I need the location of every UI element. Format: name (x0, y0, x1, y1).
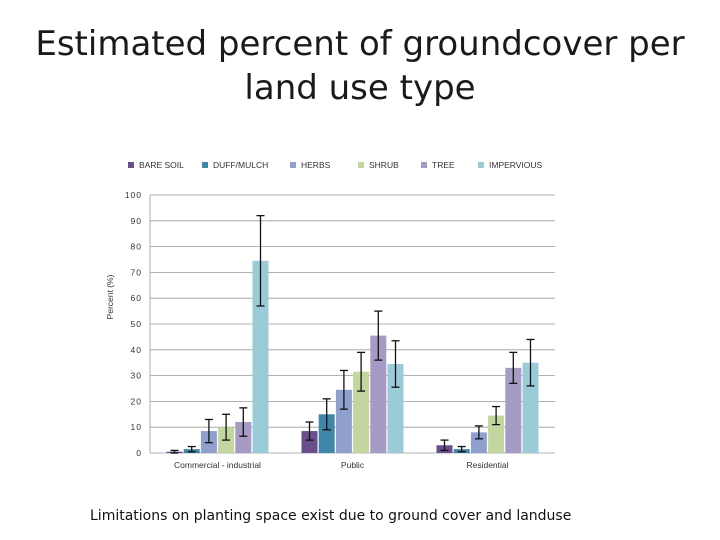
bar (370, 335, 387, 453)
y-tick-label: 0 (136, 448, 142, 458)
bar (470, 432, 487, 453)
legend-label: IMPERVIOUS (489, 160, 543, 170)
slide-title-line-1: Estimated percent of groundcover per (35, 24, 685, 64)
bar (387, 363, 404, 453)
bar (353, 371, 370, 453)
legend-label: TREE (432, 160, 455, 170)
y-tick-label: 50 (131, 319, 142, 329)
slide-caption: Limitations on planting space exist due … (90, 508, 572, 524)
y-tick-label: 40 (131, 345, 142, 355)
y-tick-label: 60 (131, 293, 142, 303)
legend-item: SHRUB (358, 160, 399, 170)
x-tick-label: Public (341, 460, 365, 470)
y-tick-label: 80 (131, 242, 142, 252)
bar (235, 422, 252, 453)
y-tick-label: 70 (131, 267, 142, 277)
y-tick-label: 20 (131, 396, 142, 406)
x-tick-label: Commercial - industrial (174, 460, 261, 470)
y-tick-label: 90 (131, 216, 142, 226)
y-tick-label: 10 (131, 422, 142, 432)
legend-swatch (421, 162, 427, 168)
chart-legend: BARE SOIL DUFF/MULCH HERBS SHRUB TREE IMPERVI… (128, 160, 558, 176)
bar (335, 389, 352, 453)
bar (252, 260, 269, 453)
y-tick-label: 100 (125, 190, 142, 200)
x-tick-label: Residential (466, 460, 508, 470)
slide-title: Estimated percent of groundcover per lan… (20, 22, 700, 110)
legend-swatch (128, 162, 134, 168)
legend-label: BARE SOIL (139, 160, 184, 170)
legend-item: BARE SOIL (128, 160, 184, 170)
y-tick-label: 30 (131, 371, 142, 381)
legend-swatch (290, 162, 296, 168)
legend-label: DUFF/MULCH (213, 160, 269, 170)
bar (505, 367, 522, 453)
legend-label: SHRUB (369, 160, 399, 170)
bar (318, 414, 335, 453)
legend-item: TREE (421, 160, 455, 170)
legend-item: IMPERVIOUS (478, 160, 542, 170)
legend-swatch (478, 162, 484, 168)
bar-chart: 0 10 20 30 40 50 60 70 80 90 100 Percent (%) Commerc… (105, 190, 555, 470)
legend-item: HERBS (290, 160, 330, 170)
legend-swatch (358, 162, 364, 168)
slide-title-line-2: land use type (244, 68, 476, 108)
bar (301, 431, 318, 453)
legend-label: HERBS (301, 160, 331, 170)
y-axis-title: Percent (%) (105, 274, 115, 319)
legend-item: DUFF/MULCH (202, 160, 268, 170)
legend-swatch (202, 162, 208, 168)
